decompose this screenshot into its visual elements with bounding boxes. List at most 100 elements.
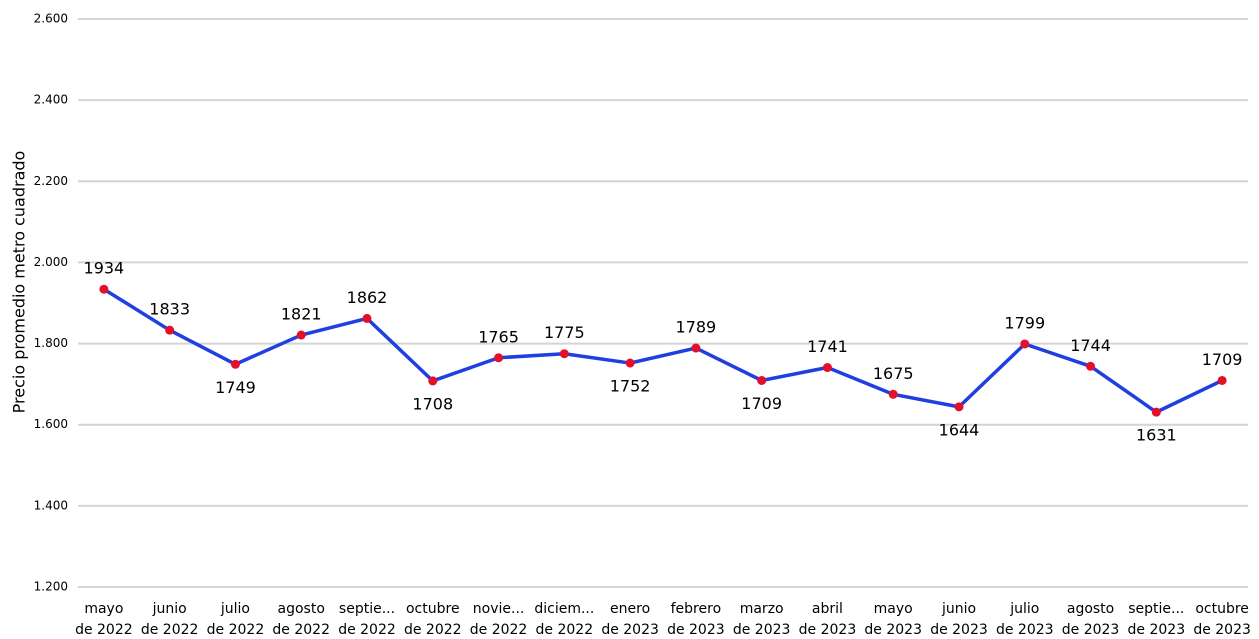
data-label: 1709 [741,394,782,413]
x-tick-line: mayo [874,601,913,617]
data-label: 1631 [1136,426,1177,445]
x-tick-label: agosto de 2023 [1062,601,1120,638]
x-tick-line: de 2023 [601,622,659,638]
data-label: 1934 [84,259,125,278]
x-tick-label: julio de 2023 [996,601,1054,638]
x-tick-label: marzo de 2023 [733,601,791,638]
x-tick-line: enero [610,601,650,617]
y-tick-label: 2.200 [34,174,68,188]
x-tick-line: de 2022 [338,622,396,638]
x-tick-line: de 2022 [75,622,133,638]
x-tick-label: agosto de 2022 [272,601,330,638]
x-tick-line: de 2023 [864,622,922,638]
point [954,402,964,412]
x-tick-line: julio [220,601,250,617]
data-label: 1744 [1070,336,1111,355]
x-tick-label: octubre de 2022 [404,601,462,638]
x-tick-line: de 2023 [1062,622,1120,638]
x-tick-line: abril [812,601,843,617]
point [625,358,635,368]
data-label: 1775 [544,323,585,342]
y-tick-label: 2.000 [34,255,68,269]
x-tick-label: julio de 2022 [207,601,265,638]
x-tick-line: septie... [1128,601,1184,617]
point [362,313,372,323]
x-tick-line: de 2022 [536,622,594,638]
point [428,376,438,386]
data-label: 1752 [610,377,651,396]
x-tick-label: novie... de 2022 [470,601,528,638]
x-tick-label: mayo de 2022 [75,601,133,638]
x-tick-line: febrero [671,601,722,617]
x-tick-label: septie... de 2023 [1128,601,1186,638]
point [1217,375,1227,385]
x-tick-label: junio de 2023 [930,601,988,638]
x-tick-line: de 2022 [272,622,330,638]
x-tick-line: julio [1009,601,1039,617]
x-tick-line: de 2023 [1128,622,1186,638]
point [99,284,109,294]
point [691,343,701,353]
x-tick-label: junio de 2022 [141,601,199,638]
x-tick-line: septie... [339,601,395,617]
data-label: 1862 [347,288,388,307]
x-tick-label: diciem... de 2022 [534,601,594,638]
x-tick-label: octubre de 2023 [1193,601,1251,638]
x-tick-label: septie... de 2022 [338,601,396,638]
x-tick-line: de 2023 [1193,622,1251,638]
x-tick-line: junio [152,601,187,617]
x-tick-line: de 2022 [141,622,199,638]
point [494,353,504,363]
x-tick-line: de 2022 [404,622,462,638]
y-tick-label: 1.800 [34,336,68,350]
data-label: 1799 [1004,313,1045,332]
point [822,363,832,373]
x-tick-line: de 2023 [799,622,857,638]
x-tick-line: diciem... [534,601,594,617]
data-label: 1741 [807,337,848,356]
data-label: 1644 [939,420,980,439]
point [296,330,306,340]
y-axis-label: Precio promedio metro cuadrado [10,151,29,414]
x-tick-line: junio [941,601,976,617]
x-tick-line: octubre [406,601,460,617]
y-tick-label: 1.600 [34,417,68,431]
point [1020,339,1030,349]
data-label: 1709 [1202,350,1243,369]
point [1151,407,1161,417]
data-label: 1765 [478,327,519,346]
data-label: 1833 [149,300,190,319]
x-tick-label: febrero de 2023 [667,601,725,638]
data-label: 1789 [676,318,717,337]
x-tick-line: agosto [278,601,325,617]
data-label: 1821 [281,305,322,324]
x-tick-line: de 2023 [733,622,791,638]
x-tick-label: mayo de 2023 [864,601,922,638]
x-tick-label: abril de 2023 [799,601,857,638]
data-label: 1749 [215,378,256,397]
y-tick-label: 2.600 [34,12,68,26]
x-tick-line: mayo [84,601,123,617]
x-tick-line: de 2023 [930,622,988,638]
data-label: 1675 [873,364,914,383]
x-tick-label: enero de 2023 [601,601,659,638]
series-line [102,287,1223,414]
point [757,375,767,385]
x-tick-line: de 2023 [996,622,1054,638]
point [230,359,240,369]
x-tick-line: novie... [473,601,525,617]
data-label: 1708 [412,394,453,413]
point [165,325,175,335]
point [559,349,569,359]
x-tick-line: de 2022 [207,622,265,638]
y-tick-label: 2.400 [34,93,68,107]
x-tick-line: marzo [740,601,784,617]
point [888,389,898,399]
y-tick-label: 1.200 [34,580,68,594]
x-tick-line: agosto [1067,601,1114,617]
x-tick-line: de 2022 [470,622,528,638]
y-tick-label: 1.400 [34,498,68,512]
x-tick-line: de 2023 [667,622,725,638]
